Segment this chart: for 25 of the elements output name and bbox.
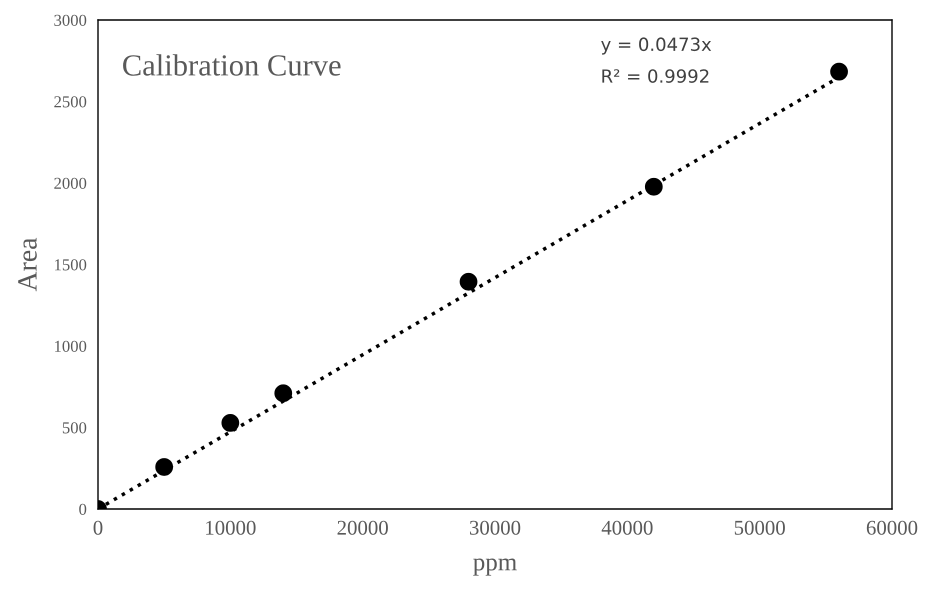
x-axis-title: ppm — [473, 558, 517, 576]
point — [460, 272, 478, 291]
x-tick-label: 50000 — [734, 520, 785, 535]
y-tick-label: 2500 — [54, 96, 86, 108]
x-tick-label: 20000 — [338, 520, 388, 535]
x-tick-label: 0 — [94, 520, 102, 535]
y-tick-label: 0 — [79, 504, 86, 515]
y-tick-label: 1000 — [55, 340, 86, 352]
y-tick-label: 1500 — [55, 259, 86, 270]
y-tick-label: 2000 — [54, 178, 86, 189]
x-tick-label: 40000 — [602, 520, 653, 535]
point — [830, 62, 848, 81]
annotation: R² = 0.9992 — [602, 69, 708, 83]
y-tick-label: 500 — [62, 422, 86, 434]
point — [221, 414, 240, 432]
x-tick-label: 10000 — [206, 520, 256, 535]
y-tick-label: 3000 — [54, 14, 86, 26]
annotation: y = 0.0473x — [601, 37, 712, 55]
x-tick-label: 60000 — [866, 520, 918, 535]
point — [644, 178, 663, 196]
point — [155, 458, 174, 476]
x-tick-label: 30000 — [470, 520, 520, 535]
text: Calibration Curve — [123, 54, 341, 76]
y-axis-title: Area — [18, 238, 37, 292]
point — [274, 384, 292, 402]
